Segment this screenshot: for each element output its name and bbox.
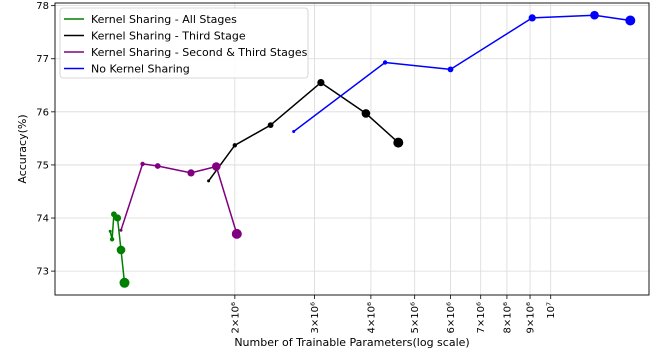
data-point — [207, 179, 211, 183]
y-tick-label: 76 — [36, 107, 49, 118]
series-2 — [207, 79, 404, 183]
y-tick-label: 78 — [36, 1, 49, 12]
x-tick-label: 10⁷ — [546, 302, 557, 319]
series-4 — [292, 10, 636, 133]
legend-box — [59, 7, 309, 79]
data-point — [361, 109, 371, 118]
x-tick-label: 2×10⁶ — [230, 302, 241, 333]
series-line — [120, 163, 238, 235]
x-tick-label: 7×10⁶ — [476, 302, 487, 333]
series-layer — [108, 10, 636, 288]
legend-entry: Kernel Sharing - Second & Third Stages — [91, 46, 308, 59]
legend-entry: Kernel Sharing - Third Stage — [91, 30, 246, 43]
data-point — [382, 60, 388, 65]
series-line — [293, 14, 631, 133]
data-point — [116, 245, 126, 255]
data-point — [317, 79, 325, 87]
series-3 — [119, 161, 242, 239]
data-point — [119, 228, 123, 232]
data-point — [108, 229, 112, 233]
data-point — [267, 122, 274, 128]
data-point — [528, 14, 536, 22]
y-tick-label: 75 — [36, 160, 49, 171]
x-tick-label: 9×10⁶ — [526, 302, 537, 333]
x-tick-label: 3×10⁶ — [310, 302, 321, 333]
y-axis: 73 74 75 76 77 78 — [36, 1, 55, 278]
legend-entry: No Kernel Sharing — [91, 63, 190, 76]
y-tick-label: 74 — [36, 214, 49, 225]
x-tick-label: 6×10⁶ — [446, 302, 457, 333]
data-point — [154, 163, 161, 169]
data-point — [212, 162, 221, 171]
x-axis-label: Number of Trainable Parameters(log scale… — [234, 336, 469, 349]
data-point — [590, 10, 599, 20]
x-tick-label: 8×10⁶ — [502, 302, 513, 333]
x-tick-label: 5×10⁶ — [410, 302, 421, 333]
data-point — [119, 277, 130, 288]
y-axis-label: Accuracy(%) — [16, 114, 29, 183]
data-point — [187, 169, 195, 177]
series-line — [207, 81, 399, 182]
data-point — [109, 237, 115, 242]
y-tick-label: 73 — [36, 267, 49, 278]
plot-frame — [54, 2, 650, 296]
data-point — [231, 228, 242, 239]
data-point — [113, 214, 122, 222]
series-1 — [108, 211, 130, 288]
x-tick-label: 4×10⁶ — [366, 302, 377, 333]
data-point — [625, 15, 636, 26]
legend: Kernel Sharing - All Stages Kernel Sharin… — [59, 7, 309, 79]
legend-entry: Kernel Sharing - All Stages — [91, 13, 237, 26]
data-point — [232, 143, 237, 148]
data-point — [447, 66, 454, 73]
data-point — [140, 161, 145, 167]
y-tick-label: 77 — [36, 54, 49, 65]
data-point — [292, 130, 296, 133]
data-point — [393, 137, 404, 148]
x-axis: 2×10⁶ 3×10⁶ 4×10⁶ 5×10⁶ 6×10⁶ 7×10⁶ 8×10⁶ 9×10⁶… — [230, 295, 557, 333]
